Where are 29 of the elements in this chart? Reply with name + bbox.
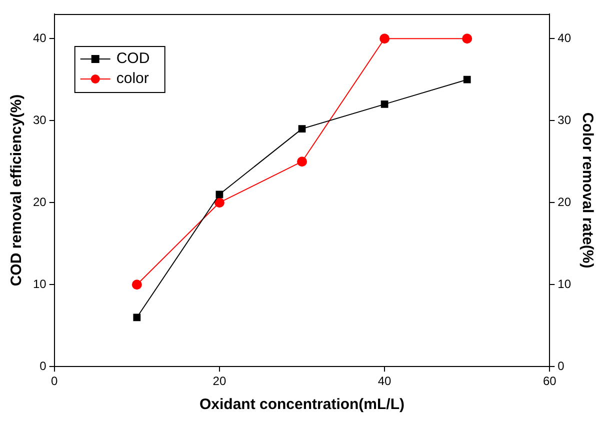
- point: [462, 34, 472, 44]
- y2-tick-label: 40: [558, 30, 572, 45]
- y2-tick-label: 30: [558, 112, 572, 127]
- y-tick-label: 30: [32, 112, 47, 127]
- x-tick-label: 40: [378, 374, 392, 388]
- point: [132, 280, 142, 290]
- point: [297, 156, 307, 167]
- point: [463, 76, 471, 84]
- y2-axis-title: Color removal rate(%): [578, 112, 596, 268]
- y-axis-title: COD removal efficiency(%): [8, 94, 26, 286]
- legend-label: color: [116, 70, 149, 88]
- point: [380, 34, 390, 44]
- legend-label: COD: [116, 50, 150, 68]
- point: [298, 125, 306, 132]
- point: [133, 314, 141, 322]
- y-tick-label: 10: [32, 276, 47, 291]
- y2-tick-label: 20: [558, 194, 572, 209]
- x-tick-label: 60: [542, 374, 557, 388]
- y-tick-label: 0: [40, 358, 47, 373]
- y-tick-label: 20: [32, 194, 47, 209]
- x-tick-label: 0: [51, 374, 58, 388]
- point: [380, 100, 388, 108]
- x-tick-label: 20: [212, 374, 226, 388]
- x-axis-title: Oxidant concentration(mL/L): [199, 396, 405, 414]
- y2-tick-label: 10: [558, 276, 572, 291]
- point: [216, 190, 224, 198]
- y2-tick-label: 0: [558, 358, 565, 373]
- point: [214, 198, 224, 208]
- y-tick-label: 40: [32, 30, 47, 45]
